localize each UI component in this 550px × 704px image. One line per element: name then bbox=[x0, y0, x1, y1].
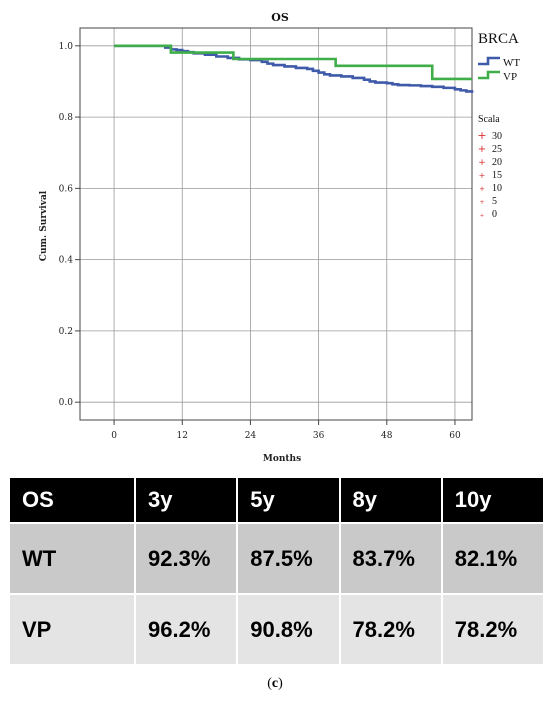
scala-marker: + bbox=[479, 171, 486, 180]
table-header-cell: OS bbox=[10, 478, 134, 522]
table-cell: 87.5% bbox=[238, 524, 339, 593]
y-tick-label: 1.0 bbox=[59, 42, 74, 52]
table-cell: 90.8% bbox=[238, 595, 339, 664]
scala-legend: Scala +30 + 25 + 20 + 15 + 10 + 5 + 0 bbox=[477, 114, 502, 220]
scala-level-label: 5 bbox=[492, 196, 497, 207]
y-tick-label: 0.0 bbox=[59, 398, 74, 408]
x-tick-label: 48 bbox=[381, 431, 393, 441]
table-header-cell: 8y bbox=[340, 478, 441, 522]
y-axis-label: Cum. Survival bbox=[39, 190, 49, 261]
series-line-vp bbox=[114, 44, 472, 81]
table-row: VP 96.2% 90.8% 78.2% 78.2% bbox=[10, 595, 543, 664]
row-label-cell: WT bbox=[10, 524, 134, 593]
scala-level-label: 10 bbox=[492, 183, 502, 194]
legend-title: BRCA bbox=[478, 31, 519, 47]
scala-level-label: 25 bbox=[492, 144, 502, 155]
legend-swatch-vp bbox=[478, 70, 500, 80]
series-line-wt bbox=[114, 44, 474, 93]
table-cell: 78.2% bbox=[340, 595, 441, 664]
table-cell: 82.1% bbox=[442, 524, 543, 593]
legend-label-wt: WT bbox=[503, 57, 520, 69]
x-tick-label: 0 bbox=[111, 431, 117, 441]
scala-marker: + bbox=[479, 185, 485, 193]
table-cell: 83.7% bbox=[340, 524, 441, 593]
x-tick-label: 24 bbox=[245, 431, 257, 441]
scala-marker: + bbox=[478, 144, 486, 155]
table-cell: 96.2% bbox=[136, 595, 237, 664]
scala-title: Scala bbox=[478, 114, 500, 125]
table-header-cell: 5y bbox=[238, 478, 339, 522]
scala-level-label: 0 bbox=[492, 209, 497, 220]
plot-frame bbox=[79, 27, 473, 421]
survival-table: OS 3y 5y 8y 10y WT 92.3% 87.5% 83.7% 82.… bbox=[8, 476, 545, 666]
chart-title: OS bbox=[271, 11, 289, 24]
scala-level-label: 15 bbox=[492, 170, 502, 181]
y-tick-label: 0.6 bbox=[59, 184, 74, 194]
y-tick-label: 0.2 bbox=[59, 327, 73, 337]
scala-marker: + bbox=[477, 129, 486, 142]
axis-ticks: 0 12 24 36 48 60 0.0 0.2 0.4 0.6 0.8 1.0 bbox=[59, 42, 461, 441]
scala-level-label: 30 bbox=[492, 131, 502, 142]
table-cell: 78.2% bbox=[442, 595, 543, 664]
y-tick-label: 0.4 bbox=[59, 256, 74, 266]
caption-letter: c bbox=[271, 676, 279, 691]
table-row: WT 92.3% 87.5% 83.7% 82.1% bbox=[10, 524, 543, 593]
x-tick-label: 12 bbox=[177, 431, 188, 441]
table-header-cell: 3y bbox=[136, 478, 237, 522]
scala-level-label: 20 bbox=[492, 157, 502, 168]
y-tick-label: 0.8 bbox=[59, 113, 74, 123]
x-axis-label: Months bbox=[263, 454, 301, 464]
figure-caption: (c) bbox=[0, 676, 550, 692]
legend-swatch-wt bbox=[478, 56, 500, 66]
x-tick-label: 36 bbox=[313, 431, 325, 441]
table-header-row: OS 3y 5y 8y 10y bbox=[10, 478, 543, 522]
legend-label-vp: VP bbox=[503, 71, 517, 83]
caption-close: ) bbox=[278, 676, 283, 691]
row-label-cell: VP bbox=[10, 595, 134, 664]
scala-marker: + bbox=[480, 213, 484, 219]
survival-chart: OS 0 12 24 36 48 600.00.20.40.60.81.0 Months … bbox=[39, 11, 520, 464]
x-tick-label: 60 bbox=[449, 431, 461, 441]
scala-marker: + bbox=[478, 158, 486, 168]
grid bbox=[80, 28, 472, 420]
caption-open: ( bbox=[267, 676, 272, 691]
legend: BRCA WT VP bbox=[478, 31, 520, 83]
table-cell: 92.3% bbox=[136, 524, 237, 593]
scala-marker: + bbox=[479, 199, 484, 206]
series-lines bbox=[114, 44, 474, 93]
table-header-cell: 10y bbox=[442, 478, 543, 522]
